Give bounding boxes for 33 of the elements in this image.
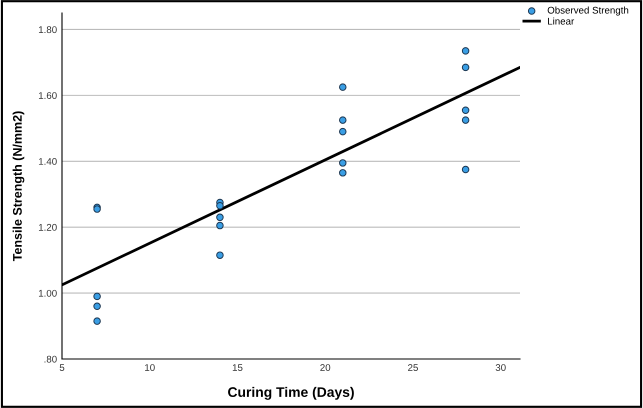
point [216,251,224,259]
legend-label: Observed Strength [548,6,628,16]
x-tick-label: 15 [232,364,242,371]
y-tick-label: 1.20 [38,224,57,231]
point [93,317,101,325]
point [339,169,347,177]
y-tick-label: 1.80 [38,26,57,34]
point [462,106,470,114]
x-axis-title: Curing Time (Days) [228,386,354,400]
x-tick-label: 25 [408,364,418,371]
x-tick-label: 5 [60,364,64,371]
y-tick-label: .80 [44,356,57,363]
x-tick-label: 30 [496,364,506,371]
point [216,222,224,230]
y-axis-title: Tensile Strength (N/mm2) [12,111,24,262]
x-tick-label: 20 [320,364,330,371]
point [462,64,470,72]
point [339,83,347,91]
point [93,292,101,300]
point [462,47,470,55]
point [93,302,101,310]
point [216,202,224,210]
legend-label: Linear [548,18,574,25]
y-tick-label: 1.60 [38,92,57,99]
x-tick-label: 10 [145,364,155,371]
y-tick-label: 1.40 [38,158,57,165]
point [462,116,470,124]
point [216,214,224,222]
point [339,159,347,167]
point [462,166,470,174]
point [339,116,347,124]
point [339,128,347,136]
y-tick-label: 1.00 [38,290,57,297]
